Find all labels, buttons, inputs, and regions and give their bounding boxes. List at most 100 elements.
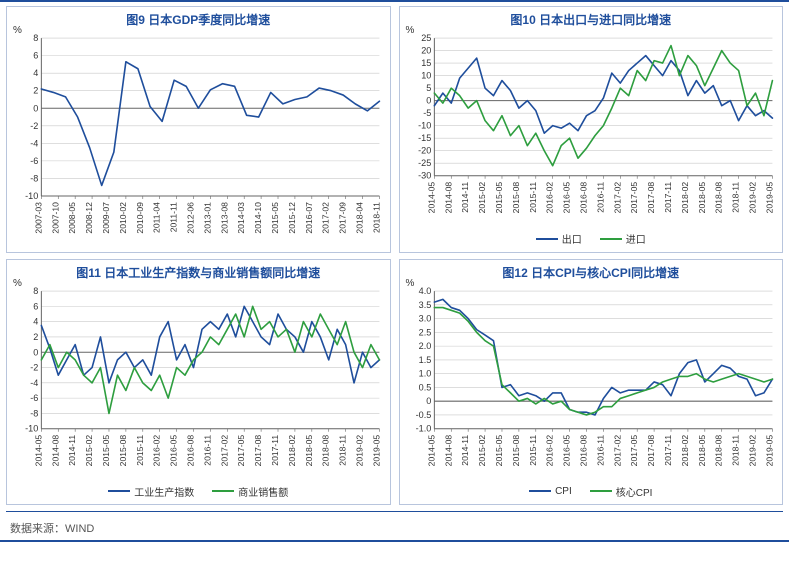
svg-text:6: 6 (33, 301, 38, 311)
svg-text:2018-08: 2018-08 (713, 434, 723, 466)
legend-item-corecpi: 核心CPI (590, 484, 653, 499)
svg-text:0.5: 0.5 (418, 382, 431, 392)
svg-text:2016-05: 2016-05 (169, 434, 179, 466)
svg-text:2018-05: 2018-05 (696, 434, 706, 466)
svg-text:0: 0 (33, 103, 38, 113)
svg-text:2019-02: 2019-02 (355, 434, 365, 466)
svg-text:-8: -8 (30, 173, 38, 183)
svg-text:2013-08: 2013-08 (219, 202, 229, 234)
swatch-sales (212, 490, 234, 492)
svg-text:2014-03: 2014-03 (236, 202, 246, 234)
svg-text:2.5: 2.5 (418, 327, 431, 337)
svg-text:2016-08: 2016-08 (185, 434, 195, 466)
svg-text:3.0: 3.0 (418, 313, 431, 323)
svg-text:2016-07: 2016-07 (304, 202, 314, 234)
svg-text:-2: -2 (30, 362, 38, 372)
chart-grid: 图9 日本GDP季度同比增速 % -10-8-6-4-2024682007-03… (6, 6, 783, 505)
chart-trade: -30-25-20-15-10-505101520252014-052014-0… (404, 32, 779, 224)
svg-text:2018-05: 2018-05 (304, 434, 314, 466)
swatch-cpi (529, 490, 551, 492)
svg-text:2014-11: 2014-11 (67, 434, 77, 465)
svg-text:2010-09: 2010-09 (135, 202, 145, 234)
svg-text:2018-02: 2018-02 (679, 182, 689, 214)
svg-text:4: 4 (33, 68, 38, 78)
svg-text:2018-08: 2018-08 (713, 182, 723, 214)
cpi-yunit: % (406, 278, 415, 289)
svg-text:2015-11: 2015-11 (527, 182, 537, 213)
svg-text:2018-04: 2018-04 (355, 202, 365, 234)
svg-text:3.5: 3.5 (418, 299, 431, 309)
legend-item-cpi: CPI (529, 484, 572, 499)
legend-label-ip: 工业生产指数 (134, 484, 194, 499)
svg-text:2017-02: 2017-02 (612, 434, 622, 466)
svg-text:1.0: 1.0 (418, 368, 431, 378)
svg-text:2015-05: 2015-05 (101, 434, 111, 466)
panel-gdp-title: 图9 日本GDP季度同比增速 (11, 9, 386, 32)
svg-text:2016-08: 2016-08 (578, 182, 588, 214)
swatch-corecpi (590, 490, 612, 492)
svg-text:2019-05: 2019-05 (371, 434, 381, 466)
panel-cpi-title: 图12 日本CPI与核心CPI同比增速 (404, 262, 779, 285)
svg-text:2017-08: 2017-08 (646, 434, 656, 466)
svg-text:2018-11: 2018-11 (730, 434, 740, 465)
svg-text:2017-02: 2017-02 (612, 182, 622, 214)
svg-text:-10: -10 (418, 121, 431, 131)
svg-text:-2: -2 (30, 121, 38, 131)
svg-text:2015-02: 2015-02 (477, 182, 487, 214)
svg-text:0: 0 (426, 96, 431, 106)
svg-text:-6: -6 (30, 156, 38, 166)
chart-cpi: -1.0-0.500.51.01.52.02.53.03.54.02014-05… (404, 285, 779, 477)
svg-text:2015-11: 2015-11 (135, 434, 145, 465)
svg-text:4.0: 4.0 (418, 286, 431, 296)
svg-text:2016-02: 2016-02 (152, 434, 162, 466)
svg-text:2015-08: 2015-08 (510, 434, 520, 466)
svg-text:2015-08: 2015-08 (118, 434, 128, 466)
svg-text:-15: -15 (418, 133, 431, 143)
panel-cpi: 图12 日本CPI与核心CPI同比增速 % -1.0 -0.5 0 0.5 1.0 1.5… (399, 259, 784, 506)
svg-text:2017-11: 2017-11 (663, 182, 673, 213)
panel-gdp: 图9 日本GDP季度同比增速 % -10-8-6-4-2024682007-03… (6, 6, 391, 253)
swatch-ip (108, 490, 130, 492)
legend-cpi: CPI 核心CPI (404, 482, 779, 499)
legend-trade: 出口 进口 (404, 229, 779, 246)
svg-text:2016-08: 2016-08 (578, 434, 588, 466)
svg-text:-20: -20 (418, 146, 431, 156)
svg-text:2019-05: 2019-05 (764, 434, 774, 466)
svg-text:2017-11: 2017-11 (663, 434, 673, 465)
svg-text:0: 0 (426, 396, 431, 406)
svg-text:2015-08: 2015-08 (510, 182, 520, 214)
svg-text:2008-12: 2008-12 (84, 202, 94, 234)
svg-text:-0.5: -0.5 (415, 410, 431, 420)
svg-text:-4: -4 (30, 377, 38, 387)
panel-industrial-title: 图11 日本工业生产指数与商业销售额同比增速 (11, 262, 386, 285)
legend-industrial: 工业生产指数 商业销售额 (11, 482, 386, 499)
svg-text:1.5: 1.5 (418, 354, 431, 364)
svg-text:2018-11: 2018-11 (371, 202, 381, 233)
svg-text:2015-05: 2015-05 (493, 434, 503, 466)
svg-text:2014-11: 2014-11 (460, 182, 470, 213)
svg-text:2017-08: 2017-08 (646, 182, 656, 214)
svg-text:25: 25 (421, 33, 431, 43)
industrial-yunit: % (13, 278, 22, 289)
chart-industrial: -10-8-6-4-2024682014-052014-082014-11201… (11, 285, 386, 477)
svg-text:2018-08: 2018-08 (321, 434, 331, 466)
svg-text:2014-05: 2014-05 (426, 182, 436, 214)
legend-label-cpi: CPI (555, 486, 572, 497)
svg-text:2.0: 2.0 (418, 341, 431, 351)
svg-text:2015-05: 2015-05 (493, 182, 503, 214)
svg-text:2009-07: 2009-07 (101, 202, 111, 234)
svg-text:-1.0: -1.0 (415, 423, 431, 433)
svg-text:2015-12: 2015-12 (287, 202, 297, 234)
svg-text:2016-11: 2016-11 (595, 182, 605, 213)
svg-text:2019-02: 2019-02 (747, 434, 757, 466)
svg-text:2010-02: 2010-02 (118, 202, 128, 234)
legend-label-sales: 商业销售额 (238, 484, 288, 499)
svg-text:2018-11: 2018-11 (730, 182, 740, 213)
footer-source: 数据来源：WIND (6, 516, 783, 538)
page-container: 图9 日本GDP季度同比增速 % -10-8-6-4-2024682007-03… (0, 0, 789, 542)
trade-yunit: % (406, 25, 415, 36)
svg-text:2014-08: 2014-08 (50, 434, 60, 466)
svg-text:2012-06: 2012-06 (185, 202, 195, 234)
svg-text:-6: -6 (30, 393, 38, 403)
svg-text:2018-05: 2018-05 (696, 182, 706, 214)
